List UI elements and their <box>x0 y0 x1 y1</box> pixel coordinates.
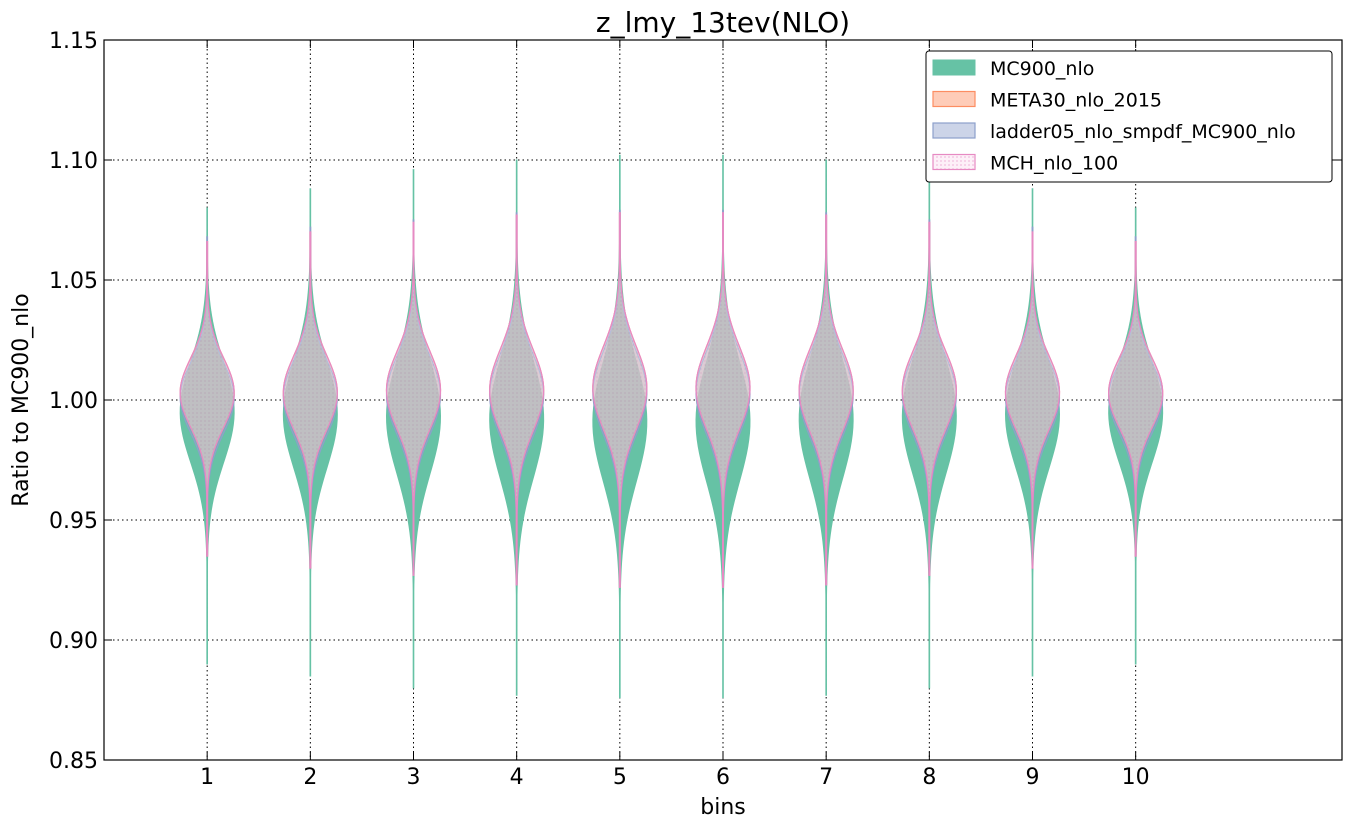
chart-title: z_lmy_13tev(NLO) <box>596 6 850 39</box>
y-tick-label: 1.15 <box>49 29 98 54</box>
violin <box>489 214 545 586</box>
legend-box <box>925 50 1333 183</box>
legend: MC900_nlo META30_nlo_2015 ladder05_nlo_smp… <box>925 50 1333 183</box>
x-tick-label: 9 <box>1026 765 1040 790</box>
violin <box>385 221 442 576</box>
legend-label: MCH_nlo_100 <box>990 153 1118 175</box>
y-tick-label: 0.85 <box>49 749 98 774</box>
legend-label: ladder05_nlo_smpdf_MC900_nlo <box>990 121 1296 143</box>
violin <box>901 221 957 576</box>
violin-layer <box>179 154 1164 699</box>
y-tick-label: 1.10 <box>49 149 98 174</box>
violin <box>695 212 751 588</box>
legend-swatch <box>932 153 976 171</box>
x-tick-label: 10 <box>1122 765 1150 790</box>
violin <box>592 212 648 588</box>
violin <box>282 231 338 569</box>
x-axis-label: bins <box>700 795 745 820</box>
x-tick-label: 3 <box>407 765 421 790</box>
legend-swatch <box>932 90 976 108</box>
legend-swatch <box>932 59 976 76</box>
violin <box>798 214 854 586</box>
violin <box>1108 240 1164 557</box>
legend-swatch <box>932 122 976 139</box>
y-axis-label: Ratio to MC900_nlo <box>9 293 34 506</box>
violin <box>179 240 235 557</box>
violin-series-4 <box>179 212 1164 588</box>
y-tick-label: 0.90 <box>49 629 98 654</box>
x-tick-label: 5 <box>613 765 627 790</box>
y-tick-label: 1.05 <box>49 269 98 294</box>
x-tick-label: 1 <box>200 765 214 790</box>
legend-label: MC900_nlo <box>990 58 1094 80</box>
y-tick-label: 1.00 <box>49 389 98 414</box>
x-tick-label: 4 <box>510 765 524 790</box>
x-tick-label: 6 <box>716 765 730 790</box>
tick-layer: 0.85 0.90 0.95 1.00 1.05 1.10 1.15 1 2 3 4 5 6 7 8 9 10 <box>49 29 1342 790</box>
violin <box>1004 231 1061 569</box>
y-tick-label: 0.95 <box>49 509 98 534</box>
x-tick-label: 8 <box>922 765 936 790</box>
legend-label: META30_nlo_2015 <box>990 90 1162 112</box>
x-tick-label: 2 <box>303 765 317 790</box>
x-tick-label: 7 <box>819 765 833 790</box>
